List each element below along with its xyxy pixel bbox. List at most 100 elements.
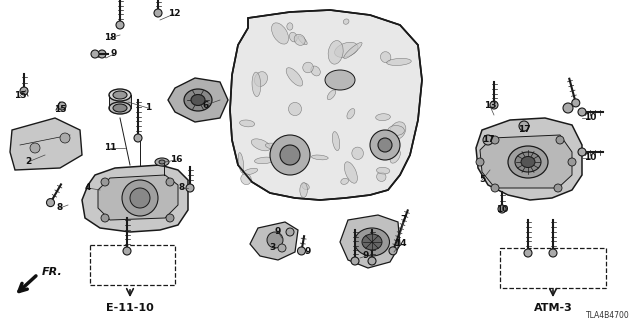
- Text: 12: 12: [168, 10, 180, 19]
- Text: 1: 1: [145, 103, 151, 113]
- Ellipse shape: [515, 152, 541, 172]
- Circle shape: [278, 244, 286, 252]
- Ellipse shape: [328, 41, 343, 64]
- Ellipse shape: [252, 139, 271, 151]
- Text: 3: 3: [269, 244, 275, 252]
- Text: 16: 16: [170, 156, 182, 164]
- Ellipse shape: [286, 68, 303, 86]
- Ellipse shape: [335, 42, 358, 57]
- Polygon shape: [109, 95, 131, 108]
- Text: 14: 14: [394, 239, 406, 249]
- Ellipse shape: [155, 158, 169, 166]
- Ellipse shape: [344, 43, 362, 59]
- Text: 2: 2: [25, 157, 31, 166]
- Text: 15: 15: [13, 92, 26, 100]
- Ellipse shape: [255, 72, 268, 86]
- Ellipse shape: [508, 146, 548, 178]
- Ellipse shape: [239, 120, 255, 127]
- Circle shape: [98, 50, 106, 58]
- Bar: [90, 245, 175, 285]
- Ellipse shape: [327, 90, 336, 100]
- Text: FR.: FR.: [42, 267, 63, 277]
- Text: 8: 8: [179, 183, 185, 193]
- Circle shape: [351, 257, 359, 265]
- Circle shape: [280, 145, 300, 165]
- Ellipse shape: [387, 58, 412, 66]
- Ellipse shape: [355, 228, 390, 256]
- Circle shape: [186, 184, 194, 192]
- Ellipse shape: [241, 174, 252, 185]
- Text: 8: 8: [57, 204, 63, 212]
- Circle shape: [166, 178, 174, 186]
- Ellipse shape: [311, 66, 321, 76]
- Ellipse shape: [266, 143, 283, 150]
- Text: 13: 13: [484, 101, 496, 110]
- Text: 17: 17: [518, 125, 531, 134]
- Circle shape: [491, 184, 499, 192]
- Ellipse shape: [289, 102, 301, 116]
- Circle shape: [483, 135, 493, 145]
- Circle shape: [270, 135, 310, 175]
- Polygon shape: [10, 118, 82, 170]
- Ellipse shape: [238, 153, 244, 173]
- Ellipse shape: [243, 168, 258, 175]
- Circle shape: [134, 134, 142, 142]
- Ellipse shape: [390, 150, 401, 163]
- Text: 9: 9: [305, 247, 311, 257]
- Ellipse shape: [109, 102, 131, 114]
- Text: 7: 7: [401, 215, 407, 225]
- Circle shape: [370, 130, 400, 160]
- Text: 9: 9: [275, 228, 281, 236]
- Ellipse shape: [302, 183, 309, 190]
- Ellipse shape: [290, 143, 304, 159]
- Circle shape: [101, 178, 109, 186]
- Polygon shape: [168, 78, 228, 122]
- Ellipse shape: [312, 155, 328, 160]
- Polygon shape: [250, 222, 298, 260]
- Circle shape: [490, 101, 498, 109]
- Text: 5: 5: [479, 175, 485, 185]
- Text: E-11-10: E-11-10: [106, 303, 154, 313]
- Circle shape: [368, 257, 376, 265]
- Ellipse shape: [113, 91, 127, 99]
- Circle shape: [58, 102, 66, 110]
- Circle shape: [568, 158, 576, 166]
- Circle shape: [476, 158, 484, 166]
- Ellipse shape: [380, 52, 391, 63]
- Circle shape: [60, 133, 70, 143]
- Ellipse shape: [376, 167, 390, 174]
- Ellipse shape: [344, 162, 357, 183]
- Text: 6: 6: [203, 100, 209, 109]
- Ellipse shape: [362, 234, 382, 250]
- Circle shape: [166, 214, 174, 222]
- Circle shape: [563, 103, 573, 113]
- Circle shape: [578, 108, 586, 116]
- Circle shape: [498, 205, 506, 213]
- Circle shape: [298, 247, 305, 255]
- Bar: [500, 248, 606, 288]
- Ellipse shape: [376, 172, 386, 181]
- Ellipse shape: [289, 32, 297, 42]
- Ellipse shape: [184, 89, 212, 111]
- Text: 9: 9: [363, 252, 369, 260]
- Ellipse shape: [300, 183, 307, 197]
- Ellipse shape: [287, 23, 293, 30]
- Text: 11: 11: [104, 143, 116, 153]
- Polygon shape: [480, 135, 572, 188]
- Circle shape: [549, 249, 557, 257]
- Ellipse shape: [294, 34, 305, 45]
- Circle shape: [286, 228, 294, 236]
- Ellipse shape: [521, 156, 535, 167]
- Circle shape: [556, 136, 564, 144]
- Circle shape: [578, 148, 586, 156]
- Text: 10: 10: [584, 114, 596, 123]
- Circle shape: [20, 87, 28, 95]
- Circle shape: [122, 180, 158, 216]
- Circle shape: [554, 184, 562, 192]
- Circle shape: [30, 143, 40, 153]
- Ellipse shape: [376, 114, 390, 121]
- Polygon shape: [476, 118, 582, 200]
- Text: TLA4B4700: TLA4B4700: [586, 311, 630, 320]
- Circle shape: [154, 9, 162, 17]
- Text: 10: 10: [584, 154, 596, 163]
